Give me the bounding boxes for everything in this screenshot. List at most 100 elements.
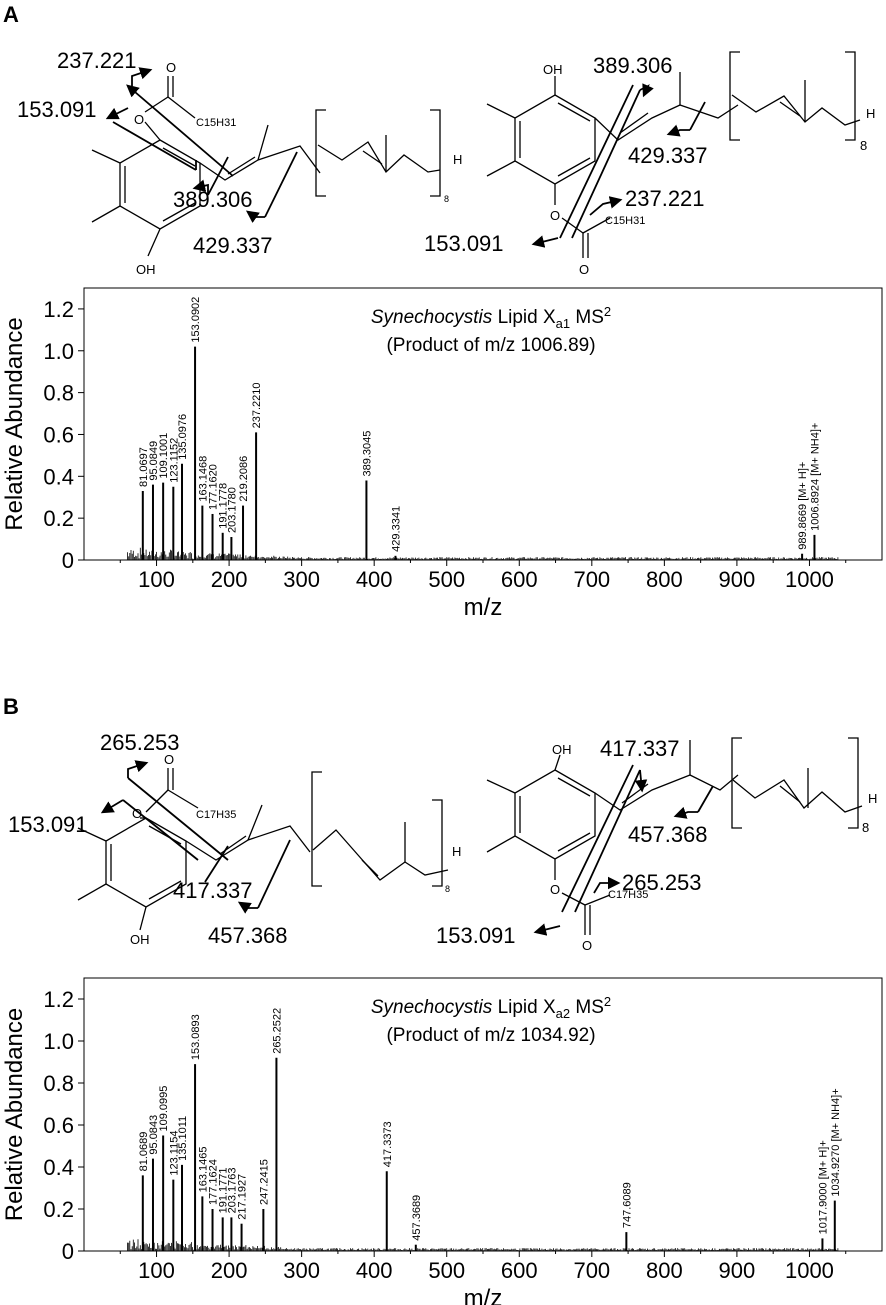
oh-label-a-right: OH <box>543 62 563 77</box>
peak-label: 95.0843 <box>148 1115 160 1155</box>
carbonyl-o-a-right: O <box>579 262 589 277</box>
peak-label: 237.2210 <box>251 382 263 428</box>
x-tick-label: 800 <box>646 567 683 592</box>
title-subscript: a2 <box>556 1006 570 1021</box>
x-tick-label: 700 <box>573 1258 610 1283</box>
h-end-b-left: H <box>452 844 461 859</box>
peak-label: 265.2522 <box>271 1008 283 1054</box>
ester-o-b-left: O <box>132 806 142 821</box>
oh-label-a-left: OH <box>136 262 156 277</box>
y-tick-label: 1.0 <box>43 339 74 364</box>
peak-label: 191.1771 <box>218 1168 230 1214</box>
frag-lines-b-left <box>100 760 291 914</box>
x-tick-label: 100 <box>138 567 175 592</box>
y-tick-label: 0.4 <box>43 1155 74 1180</box>
title-text: Lipid X <box>498 997 556 1018</box>
peak-label: 177.1620 <box>208 464 220 510</box>
title-text: Lipid X <box>498 307 556 328</box>
y-tick-label: 0 <box>62 1239 74 1264</box>
x-axis-label: m/z <box>464 1285 503 1305</box>
peak-label: 81.0697 <box>138 447 150 487</box>
y-tick-label: 0.6 <box>43 1113 74 1138</box>
peak-label: 747.6089 <box>621 1182 633 1228</box>
chain-b-left: C17H35 <box>196 809 236 821</box>
x-axis-label: m/z <box>464 594 503 621</box>
frag-label: 153.091 <box>424 231 504 256</box>
repeat-b-right: 8 <box>862 820 869 835</box>
y-tick-label: 0 <box>62 548 74 573</box>
peak-label: 123.1154 <box>168 1131 180 1176</box>
title-superscript: 2 <box>604 304 611 319</box>
y-tick-label: 0.8 <box>43 1071 74 1096</box>
chain-b-right: C17H35 <box>608 889 648 901</box>
panel-letter-b: B <box>3 694 19 719</box>
peak-label: 203.1763 <box>226 1168 238 1214</box>
frag-label: 237.221 <box>57 48 137 73</box>
frag-lines-a-left <box>105 67 298 223</box>
y-tick-label: 0.2 <box>43 506 74 531</box>
peak-label: 109.0995 <box>158 1086 170 1132</box>
chain-a-left: C15H31 <box>196 117 236 129</box>
x-tick-label: 200 <box>211 1258 248 1283</box>
title-italic: Synechocystis <box>371 997 498 1018</box>
frag-label: 417.337 <box>600 736 680 761</box>
peak-label: 109.1001 <box>158 433 170 479</box>
peak-label: 153.0902 <box>190 297 202 343</box>
y-axis-label: Relative Abundance <box>1 1008 28 1222</box>
peak-label: 81.0689 <box>138 1132 150 1172</box>
chart-subtitle: (Product of m/z 1006.89) <box>386 335 595 356</box>
frag-lines-b-right <box>533 764 714 936</box>
chart-subtitle: (Product of m/z 1034.92) <box>386 1025 595 1046</box>
x-tick-label: 500 <box>428 567 465 592</box>
frag-label: 429.337 <box>193 233 273 258</box>
y-tick-label: 0.2 <box>43 1197 74 1222</box>
frag-label: 153.091 <box>436 923 516 948</box>
frag-label: 457.368 <box>628 822 708 847</box>
y-tick-label: 0.4 <box>43 464 74 489</box>
repeat-b-left: 8 <box>445 884 450 894</box>
carbonyl-o-b-right: O <box>582 938 592 953</box>
title-italic: Synechocystis <box>371 307 498 328</box>
oh-label-b-left: OH <box>130 932 150 947</box>
plot-frame <box>83 287 883 561</box>
frag-label: 265.253 <box>622 870 702 895</box>
h-end-a-right: H <box>866 106 875 121</box>
peak-label: 219.2086 <box>238 456 250 502</box>
y-axis-label: Relative Abundance <box>1 317 28 531</box>
peak-label: 95.0849 <box>148 441 160 481</box>
structure-a-right <box>486 51 861 258</box>
chart-title: Synechocystis Lipid Xa2 MS2 <box>371 994 611 1021</box>
y-tick-label: 1.2 <box>43 297 74 322</box>
peak-label: 247.2415 <box>258 1159 270 1205</box>
peak-label: 1017.9000 [M+ H]+ <box>817 1140 829 1234</box>
peak-label: 417.3373 <box>382 1121 394 1167</box>
title-ms: MS <box>570 307 604 328</box>
chart-title: Synechocystis Lipid Xa1 MS2 <box>371 304 611 331</box>
x-tick-label: 1000 <box>785 567 834 592</box>
title-ms: MS <box>570 997 604 1018</box>
frag-label: 153.091 <box>8 812 88 837</box>
y-tick-label: 0.8 <box>43 381 74 406</box>
plot-frame <box>83 977 883 1252</box>
y-tick-label: 1.0 <box>43 1029 74 1054</box>
x-tick-label: 300 <box>283 567 320 592</box>
oh-label-b-right: OH <box>552 742 572 757</box>
frag-label: 389.306 <box>593 53 673 78</box>
frag-label: 457.368 <box>208 923 288 948</box>
peak-label: 123.1152 <box>168 438 180 483</box>
frag-label: 237.221 <box>625 186 705 211</box>
frag-label: 389.306 <box>173 187 253 212</box>
peak-label: 217.1927 <box>237 1174 249 1220</box>
peak-label: 163.1468 <box>197 456 209 502</box>
x-tick-label: 400 <box>356 1258 393 1283</box>
x-tick-label: 400 <box>356 567 393 592</box>
spectrum-chart-a: 0 0.2 0.4 0.6 0.8 1.0 1.2 100 200 300 400 500 600 700… <box>1 287 883 621</box>
peak-label: 203.1780 <box>226 487 238 533</box>
h-end-b-right: H <box>868 791 877 806</box>
x-tick-label: 200 <box>211 567 248 592</box>
x-tick-label: 600 <box>501 1258 538 1283</box>
peak-label: 135.0976 <box>177 414 189 460</box>
structure-a-left <box>91 76 441 257</box>
h-end-a-left: H <box>453 152 462 167</box>
